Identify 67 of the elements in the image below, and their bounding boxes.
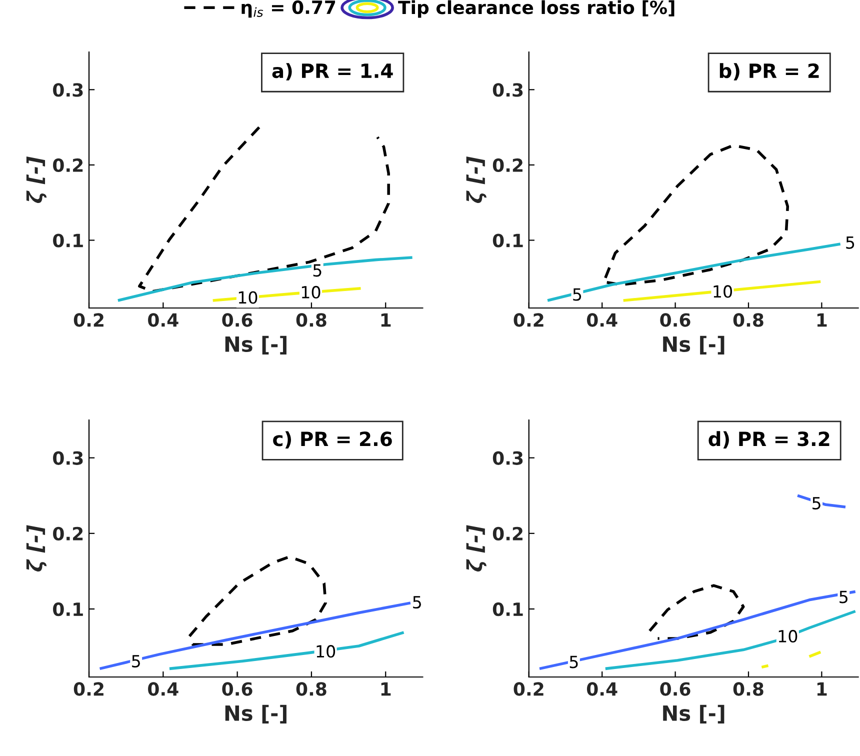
x-tick-label: 0.6: [660, 682, 690, 696]
annotation: 5: [313, 264, 322, 277]
x-tick-label: 0.4: [586, 682, 618, 696]
y-tick-label: 0.3: [53, 451, 83, 465]
y-tick-label: 0.2: [492, 158, 522, 172]
y-tick-label: 0.3: [53, 83, 83, 97]
x-tick-label: 0.4: [148, 682, 178, 696]
y-tick-label: 0.1: [492, 602, 523, 616]
x-tick-label: 0.8: [296, 682, 326, 696]
x-tick-label: 1: [817, 313, 827, 327]
x-tick-label: 1: [817, 682, 827, 696]
text: c) PR = 2.6: [273, 431, 392, 449]
line-series: [116, 256, 414, 302]
annotation: 10: [778, 630, 798, 643]
annotation: 10: [714, 285, 732, 298]
x-axis-title: Ns [-]: [225, 336, 286, 354]
annotation: 5: [573, 288, 582, 301]
x-axis-title: Ns [-]: [663, 704, 724, 724]
y-tick-label: 0.1: [492, 234, 523, 248]
x-tick-label: 1: [381, 682, 391, 696]
annotation: 5: [840, 590, 848, 604]
x-tick-label: 0.6: [222, 682, 252, 696]
x-tick-label: 0.2: [74, 682, 104, 696]
text: a) PR = 1.4: [272, 63, 393, 80]
line-series: [538, 590, 857, 670]
x-tick-label: 0.8: [296, 313, 326, 327]
annotation: 10: [238, 291, 258, 304]
annotation: 5: [132, 655, 140, 668]
x-axis-title: Ns [-]: [225, 704, 286, 724]
x-tick-label: 0.8: [733, 313, 764, 327]
legend-label: η$_{is}$ = 0.77: [242, 0, 336, 18]
line-series: [604, 144, 790, 286]
annotation: 10: [302, 286, 320, 299]
y-axis-title: ζ [-]: [466, 156, 486, 203]
annotation: 5: [812, 497, 820, 510]
y-axis-title: ζ [-]: [466, 525, 486, 572]
line-series: [648, 584, 745, 640]
x-tick-label: 0.6: [222, 313, 252, 327]
line-series: [604, 610, 857, 670]
y-tick-label: 0.1: [53, 602, 83, 616]
x-tick-label: 0.2: [514, 313, 544, 327]
line-series: [168, 631, 406, 670]
y-tick-label: 0.3: [492, 451, 523, 465]
y-tick-label: 0.2: [492, 526, 522, 541]
y-tick-label: 0.1: [53, 234, 83, 248]
line-series: [546, 242, 842, 302]
y-tick-label: 0.3: [492, 83, 523, 97]
y-tick-label: 0.2: [53, 158, 83, 172]
text: d) PR = 3.2: [708, 431, 830, 449]
text: b) PR = 2: [720, 63, 819, 80]
x-tick-label: 0.8: [733, 682, 764, 696]
annotation: 5: [413, 596, 421, 609]
y-axis-title: ζ [-]: [26, 525, 47, 572]
x-tick-label: 0.4: [586, 313, 618, 327]
x-axis-title: Ns [-]: [663, 336, 724, 354]
x-tick-label: 0.6: [660, 313, 690, 327]
x-tick-label: 0.4: [148, 313, 178, 327]
line-series: [188, 555, 327, 646]
x-tick-label: 0.2: [74, 313, 104, 327]
annotation: 10: [316, 645, 336, 658]
y-tick-label: 0.2: [53, 526, 83, 541]
y-axis-title: ζ [-]: [26, 156, 47, 203]
x-tick-label: 0.2: [514, 682, 544, 696]
x-tick-label: 1: [381, 313, 391, 327]
legend-label: Tip clearance loss ratio [%]: [398, 0, 674, 18]
annotation: 5: [570, 656, 578, 668]
annotation: 5: [846, 236, 854, 249]
